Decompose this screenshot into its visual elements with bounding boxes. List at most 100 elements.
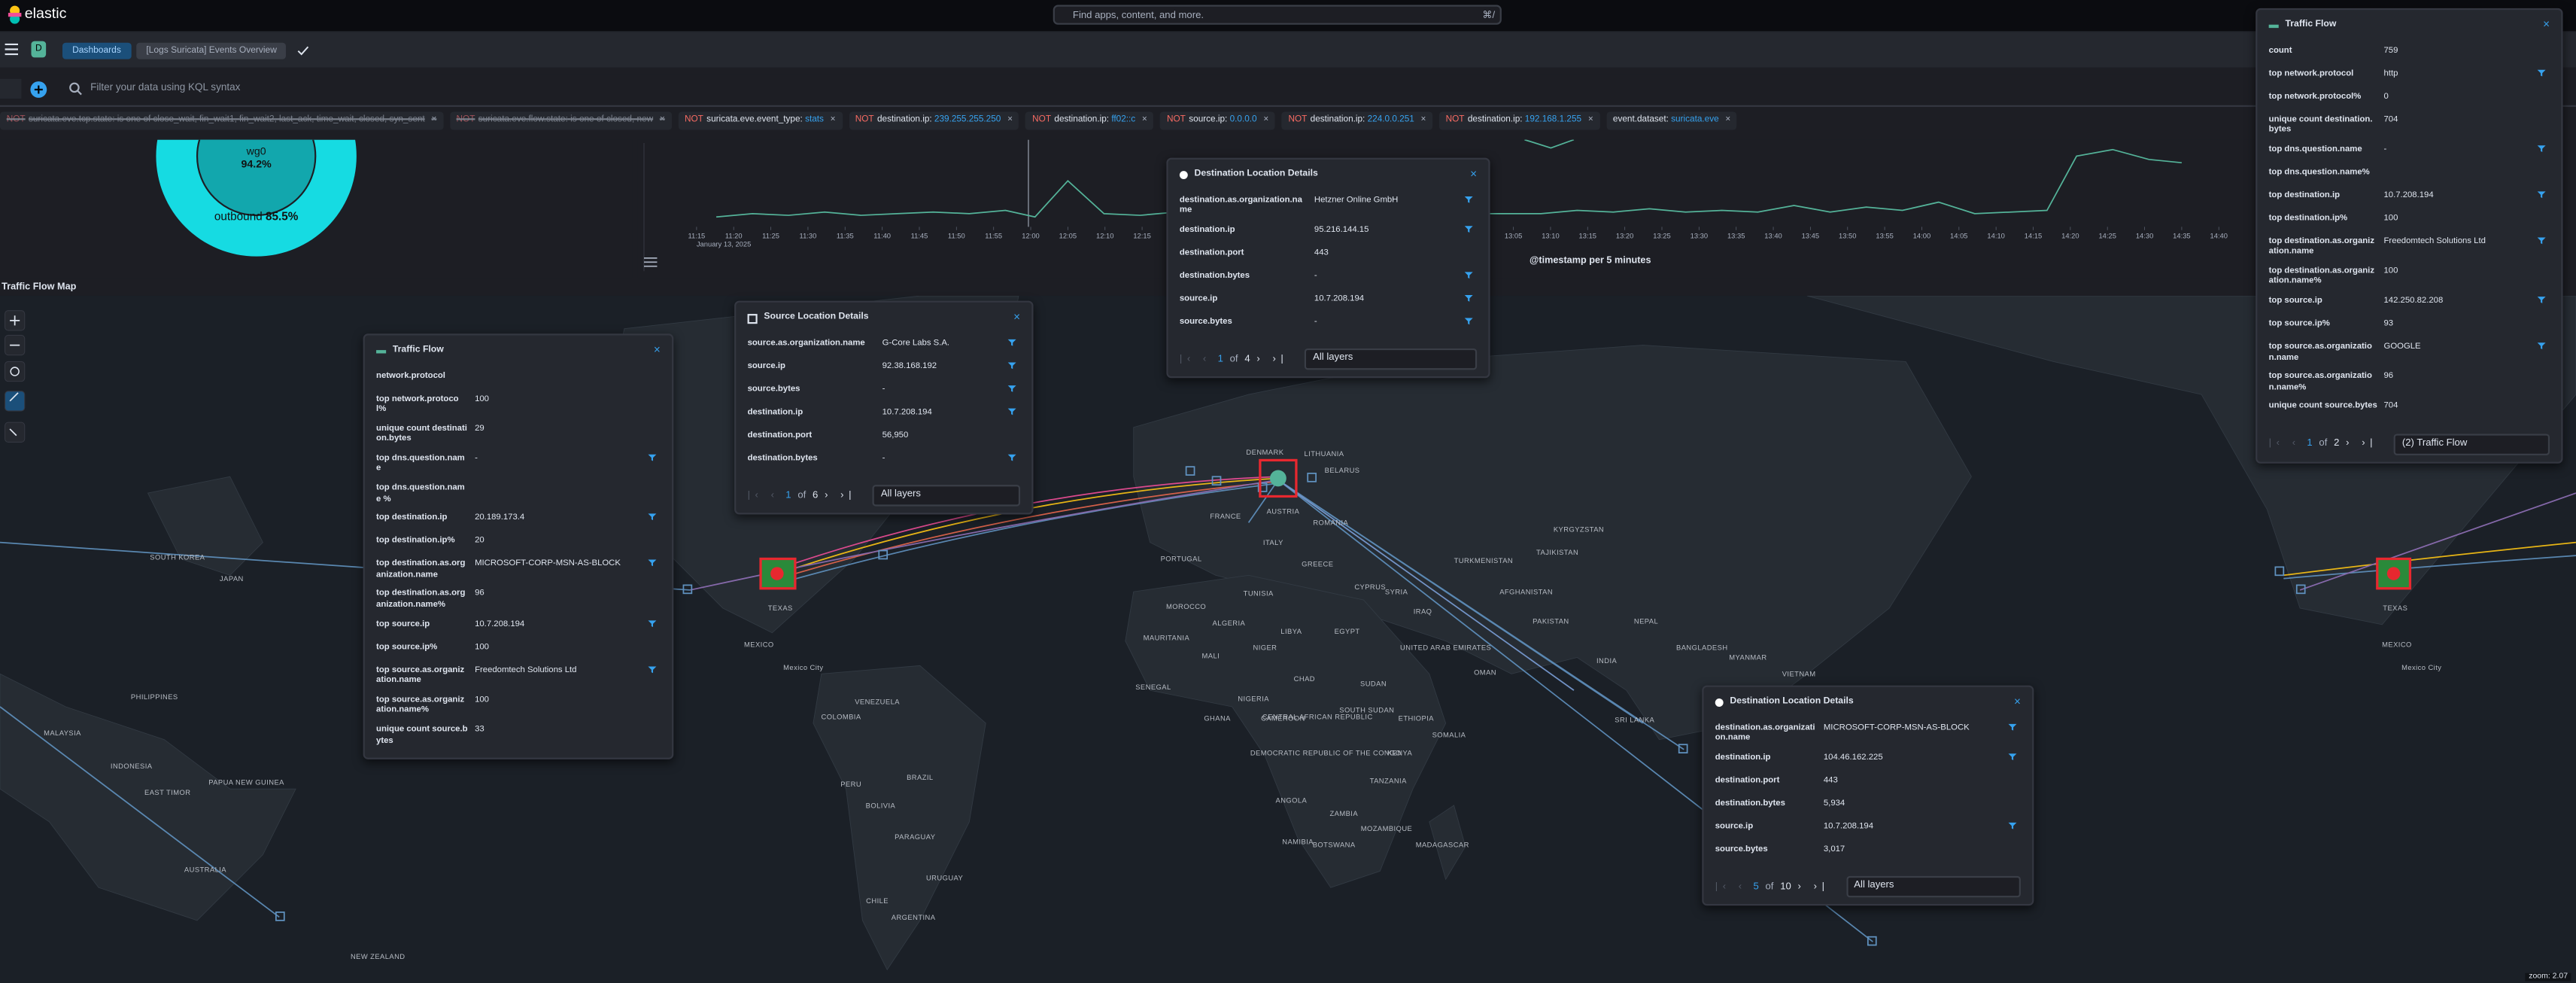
row-filter[interactable] bbox=[1464, 294, 1477, 305]
layer-select[interactable]: All layers bbox=[1845, 876, 2021, 898]
pager-arrows-next[interactable]: › ›| bbox=[2346, 439, 2378, 450]
row-label: top source.as.organization.name bbox=[376, 665, 465, 686]
map-label: VIETNAM bbox=[1782, 669, 1816, 678]
filter-icon[interactable] bbox=[647, 619, 657, 627]
filter-remove[interactable]: × bbox=[1420, 114, 1426, 125]
filter-pill[interactable]: NOT destination.ip: 239.255.255.250 × bbox=[849, 111, 1019, 130]
row-filter[interactable] bbox=[2537, 190, 2550, 202]
row-filter[interactable] bbox=[2537, 236, 2550, 248]
layer-select[interactable]: (2) Traffic Flow bbox=[2393, 434, 2550, 455]
row-filter[interactable] bbox=[1007, 384, 1020, 395]
filter-remove[interactable]: × bbox=[1587, 114, 1593, 125]
filter-icon[interactable] bbox=[647, 453, 657, 461]
filter-icon[interactable] bbox=[2537, 68, 2547, 77]
row-label: destination.port bbox=[1715, 775, 1780, 786]
pager-arrows-next[interactable]: › ›| bbox=[1256, 354, 1289, 365]
map-label: ITALY bbox=[1262, 538, 1283, 547]
x-tick-label: 14:35 bbox=[2173, 233, 2190, 240]
popup-close[interactable]: × bbox=[1470, 169, 1478, 181]
filter-remove[interactable]: × bbox=[659, 114, 665, 125]
filter-pill[interactable]: NOT destination.ip: 192.168.1.255 × bbox=[1438, 111, 1600, 130]
filter-pill[interactable]: NOT destination.ip: ff02::c × bbox=[1025, 111, 1154, 130]
row-label: destination.bytes bbox=[1179, 270, 1250, 281]
filter-icon[interactable] bbox=[2007, 752, 2017, 760]
filter-icon[interactable] bbox=[2537, 190, 2547, 199]
space-avatar[interactable]: D bbox=[31, 41, 47, 58]
row-filter[interactable] bbox=[2537, 68, 2550, 80]
filter-remove[interactable]: × bbox=[1725, 114, 1731, 125]
popup-close[interactable]: × bbox=[2543, 20, 2550, 32]
popup-close[interactable]: × bbox=[653, 345, 661, 357]
layer-select[interactable]: All layers bbox=[1305, 348, 1478, 370]
filter-icon[interactable] bbox=[1464, 224, 1474, 233]
query-menu[interactable] bbox=[0, 78, 22, 99]
filter-remove[interactable]: × bbox=[431, 114, 437, 125]
logo[interactable]: elastic bbox=[24, 5, 67, 22]
filter-remove[interactable]: × bbox=[1007, 114, 1013, 125]
breadcrumb[interactable]: Dashboards bbox=[62, 42, 131, 59]
map-label: NEPAL bbox=[1633, 616, 1659, 625]
filter-icon[interactable] bbox=[2007, 723, 2017, 731]
row-filter[interactable] bbox=[1007, 406, 1020, 418]
filter-remove[interactable]: × bbox=[1263, 114, 1269, 125]
row-filter[interactable] bbox=[647, 665, 660, 677]
filter-pill[interactable]: event.dataset: suricata.eve × bbox=[1606, 111, 1738, 130]
filter-icon[interactable] bbox=[1007, 338, 1017, 346]
filter-icon[interactable] bbox=[1007, 384, 1017, 392]
row-filter[interactable] bbox=[647, 513, 660, 525]
row-value: MICROSOFT-CORP-MSN-AS-BLOCK bbox=[1823, 722, 1970, 732]
row-filter[interactable] bbox=[2537, 144, 2550, 155]
map-label: CAMEROON bbox=[1261, 714, 1305, 723]
filter-pill[interactable]: NOT suricata.eve.event_type: stats × bbox=[678, 111, 843, 130]
row-value: G-Core Labs S.A. bbox=[882, 337, 950, 348]
menu-icon[interactable] bbox=[5, 43, 19, 56]
legend-toggle[interactable] bbox=[643, 257, 658, 268]
row-filter[interactable] bbox=[2537, 296, 2550, 307]
filter-icon[interactable] bbox=[2537, 342, 2547, 350]
row-filter[interactable] bbox=[1007, 338, 1020, 349]
filter-pill[interactable]: NOT source.ip: 0.0.0.0 × bbox=[1160, 111, 1275, 130]
pager-arrows-next[interactable]: › ›| bbox=[1797, 881, 1830, 893]
filter-icon[interactable] bbox=[2537, 236, 2547, 245]
row-filter[interactable] bbox=[647, 559, 660, 571]
row-filter[interactable] bbox=[647, 453, 660, 464]
row-filter[interactable] bbox=[1007, 453, 1020, 464]
filter-icon[interactable] bbox=[1007, 361, 1017, 369]
row-filter[interactable] bbox=[1007, 361, 1020, 372]
filter-icon[interactable] bbox=[647, 559, 657, 568]
global-search[interactable]: Find apps, content, and more. ⌘/ bbox=[1053, 5, 1502, 25]
row-filter[interactable] bbox=[1464, 317, 1477, 328]
row-filter[interactable] bbox=[647, 619, 660, 630]
row-filter[interactable] bbox=[2007, 821, 2020, 832]
filter-pill[interactable]: NOT destination.ip: 224.0.0.251 × bbox=[1281, 111, 1433, 130]
filter-remove[interactable]: × bbox=[830, 114, 836, 125]
query-input[interactable]: Filter your data using KQL syntax bbox=[90, 82, 241, 94]
filter-pill[interactable]: NOT suricata.eve.tcp.state: is one of clo… bbox=[0, 111, 444, 130]
row-filter[interactable] bbox=[2537, 342, 2550, 353]
filter-icon[interactable] bbox=[1464, 294, 1474, 302]
row-filter[interactable] bbox=[1464, 195, 1477, 206]
filter-icon[interactable] bbox=[647, 665, 657, 674]
filter-icon[interactable] bbox=[1464, 317, 1474, 325]
filter-icon[interactable] bbox=[2007, 821, 2017, 829]
filter-icon[interactable] bbox=[1007, 406, 1017, 415]
filter-icon[interactable] bbox=[1007, 453, 1017, 461]
add-filter[interactable] bbox=[29, 81, 47, 99]
row-filter[interactable] bbox=[2007, 723, 2020, 734]
filter-icon[interactable] bbox=[647, 513, 657, 522]
filter-icon[interactable] bbox=[1464, 271, 1474, 279]
row-value: 10.7.208.194 bbox=[882, 406, 932, 417]
row-filter[interactable] bbox=[2007, 752, 2020, 763]
layer-select[interactable]: All layers bbox=[872, 485, 1021, 507]
popup-close[interactable]: × bbox=[1013, 312, 1021, 324]
filter-icon[interactable] bbox=[2537, 296, 2547, 304]
popup-close[interactable]: × bbox=[2013, 696, 2021, 709]
row-filter[interactable] bbox=[1464, 271, 1477, 282]
row-filter[interactable] bbox=[1464, 224, 1477, 236]
x-tick-label: 11:40 bbox=[873, 233, 891, 240]
filter-icon[interactable] bbox=[1464, 195, 1474, 203]
filter-remove[interactable]: × bbox=[1141, 114, 1147, 125]
filter-icon[interactable] bbox=[2537, 144, 2547, 152]
pager-arrows-next[interactable]: › ›| bbox=[825, 490, 857, 501]
filter-pill[interactable]: NOT suricata.eve.flow.state: is one of cl… bbox=[449, 111, 672, 130]
